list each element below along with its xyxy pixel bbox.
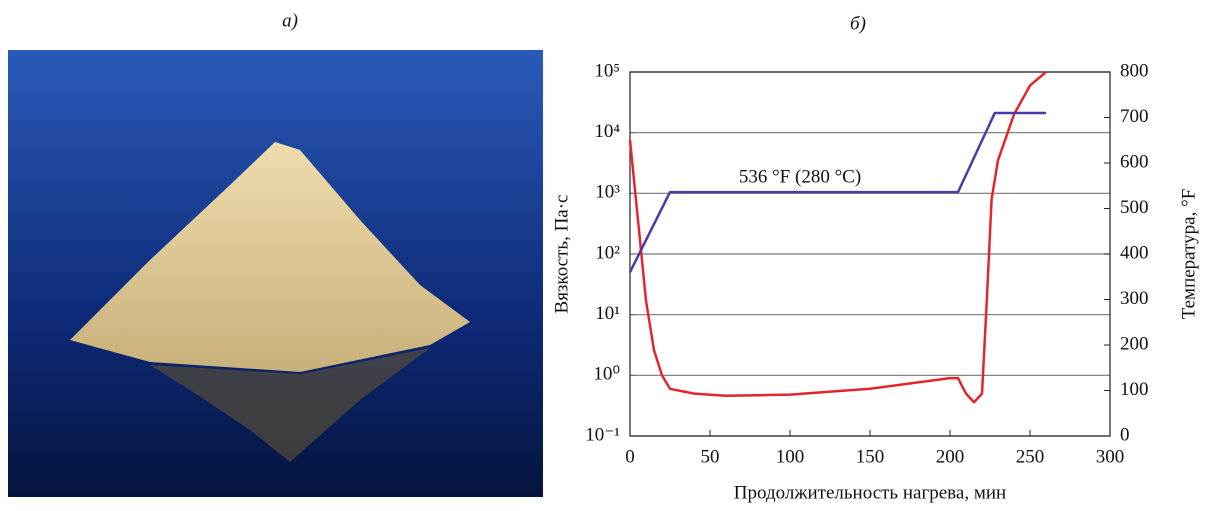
x-tick-label: 100 xyxy=(776,446,805,467)
x-tick-label: 300 xyxy=(1096,446,1125,467)
y-tick-label: 10³ xyxy=(595,182,620,203)
y2-tick-label: 400 xyxy=(1120,242,1149,263)
y-tick-label: 10⁴ xyxy=(594,121,620,142)
line-series xyxy=(630,113,1046,272)
y2-tick-label: 0 xyxy=(1120,424,1130,445)
y-tick-label: 10⁻¹ xyxy=(585,424,620,445)
y2-tick-label: 700 xyxy=(1120,106,1149,127)
figure: а) б) 536 °F (280 °C) Продолжительность … xyxy=(0,0,1209,506)
panel-label: а) xyxy=(282,10,298,31)
y2-tick-label: 600 xyxy=(1120,151,1149,172)
x-tick-label: 150 xyxy=(856,446,885,467)
y2-tick-label: 300 xyxy=(1120,288,1149,309)
y2-tick-label: 200 xyxy=(1120,333,1149,354)
x-tick-label: 50 xyxy=(701,446,720,467)
photo xyxy=(8,50,543,497)
y-tick-label: 10⁵ xyxy=(594,60,620,81)
y2-axis-label: Температура, °F xyxy=(1178,189,1199,320)
x-axis-label: Продолжительность нагрева, мин xyxy=(734,482,1006,503)
x-tick-label: 200 xyxy=(936,446,965,467)
y-tick-label: 10¹ xyxy=(595,303,620,324)
y-axis-label: Вязкость, Па·с xyxy=(551,195,572,314)
y-tick-label: 10² xyxy=(595,242,620,263)
chart: 536 °F (280 °C) Продолжительность нагрев… xyxy=(551,60,1199,503)
panel-label: б) xyxy=(850,13,866,34)
y-tick-label: 10⁰ xyxy=(593,364,620,385)
y2-tick-label: 500 xyxy=(1120,197,1149,218)
line-series xyxy=(630,72,1046,402)
annotation: 536 °F (280 °C) xyxy=(739,166,861,187)
x-tick-label: 0 xyxy=(625,446,635,467)
y2-tick-label: 800 xyxy=(1120,60,1149,81)
y2-tick-label: 100 xyxy=(1120,379,1149,400)
x-tick-label: 250 xyxy=(1016,446,1045,467)
